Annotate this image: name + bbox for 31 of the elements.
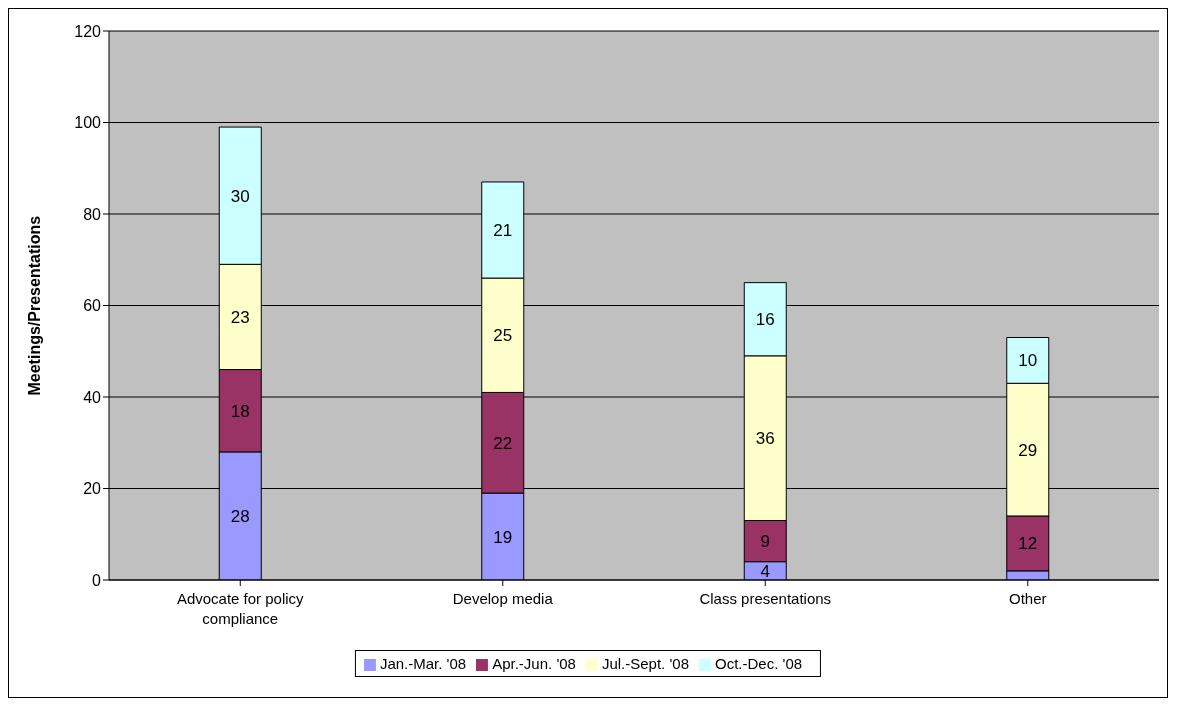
legend-label: Jul.-Sept. '08	[601, 655, 690, 672]
data-label: 29	[1018, 440, 1038, 460]
data-label: 4	[760, 561, 770, 581]
data-label: 18	[230, 401, 250, 421]
data-label: 28	[230, 506, 250, 526]
legend-label: Apr.-Jun. '08	[492, 655, 576, 672]
x-tick-label: Develop media	[452, 590, 554, 607]
x-tick-label: Other	[1008, 590, 1047, 607]
y-tick-label: 40	[83, 388, 102, 406]
data-label: 16	[755, 310, 775, 330]
data-label: 9	[760, 532, 770, 552]
data-label: 25	[493, 326, 513, 346]
y-tick-label: 0	[92, 571, 102, 589]
data-label: 30	[230, 186, 250, 206]
y-tick-label: 120	[74, 22, 102, 40]
x-tick-label: Class presentations	[699, 590, 832, 607]
data-label: 12	[1018, 534, 1038, 554]
data-label: 36	[755, 429, 775, 449]
legend-label: Jan.-Mar. '08	[379, 655, 467, 672]
data-label: 10	[1018, 351, 1038, 371]
x-tick-label: Advocate for policy compliance	[176, 590, 305, 627]
data-label: 21	[493, 221, 513, 241]
data-label: 19	[493, 527, 513, 547]
data-label: 23	[230, 307, 250, 327]
y-axis-title: Meetings/Presentations	[25, 215, 43, 396]
y-tick-label: 80	[83, 205, 102, 223]
y-tick-label: 20	[83, 480, 102, 498]
y-tick-label: 100	[74, 114, 102, 132]
legend-label: Oct.-Dec. '08	[715, 655, 803, 672]
y-tick-label: 60	[83, 297, 102, 315]
data-label: 22	[493, 433, 513, 453]
